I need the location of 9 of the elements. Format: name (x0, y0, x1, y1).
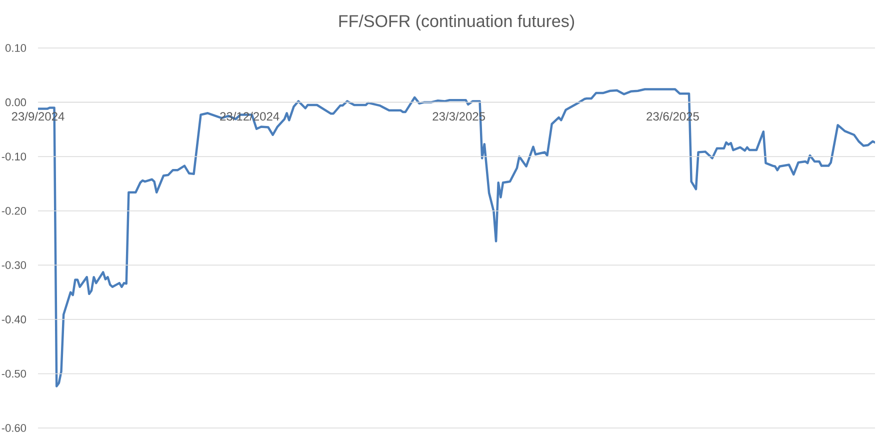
y-tick-label: 0.00 (5, 98, 26, 106)
y-tick-label: -0.60 (2, 424, 26, 432)
chart-title: FF/SOFR (continuation futures) (339, 14, 574, 30)
y-tick-label: -0.20 (2, 206, 26, 215)
y-tick-label: -0.40 (2, 316, 26, 324)
y-tick-label: -0.50 (2, 370, 26, 378)
y-tick-label: 0.10 (5, 44, 26, 52)
y-tick-label: -0.10 (2, 152, 26, 160)
y-tick-label: -0.30 (2, 261, 26, 270)
